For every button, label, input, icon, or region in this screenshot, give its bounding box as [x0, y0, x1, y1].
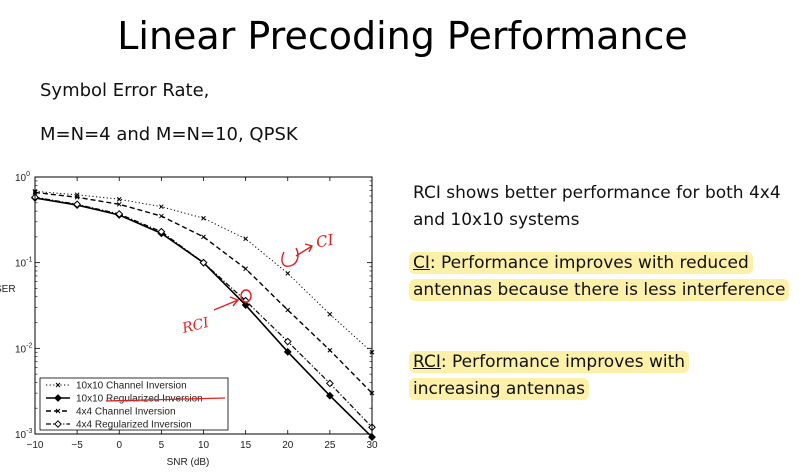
point-marker-x [159, 204, 164, 210]
legend-label: 10x10 Regularized Inversion [76, 394, 203, 405]
legend-entry: 10x10 Regularized Inversion [46, 394, 203, 405]
series-4 [31, 193, 376, 432]
legend-entry: 4x4 Channel Inversion [46, 407, 176, 418]
x-tick-label: −5 [71, 440, 83, 451]
point-marker-x [74, 194, 80, 200]
x-tick-label: 15 [240, 440, 252, 451]
legend-box [39, 377, 229, 431]
point-marker-open-diamond [73, 200, 82, 209]
point-marker-x [285, 271, 291, 276]
rci-circle [240, 289, 252, 303]
ci-note: CI: Performance improves with reduced an… [409, 250, 804, 304]
point-marker-x [285, 307, 291, 313]
point-marker-open-diamond [54, 420, 62, 428]
series-layer [31, 188, 376, 442]
ser-chart: −10 −5 0 5 10 15 20 25 30 100 10-1 10-2 10-3 SNR (dB… [0, 171, 378, 468]
x-tick-label: 0 [116, 440, 122, 451]
ci-arrow [295, 243, 314, 257]
plot-frame [34, 176, 373, 435]
point-marker-filled-diamond [368, 433, 376, 442]
point-marker-x [201, 215, 206, 221]
rci-arrow [213, 296, 240, 311]
point-marker-filled-diamond [325, 391, 334, 400]
rci-annotation-label: RCI [180, 315, 211, 337]
point-marker-x [55, 382, 61, 388]
point-marker-x [116, 201, 122, 207]
legend-label: 10x10 Channel Inversion [76, 381, 187, 392]
summary-note: RCI shows better performance for both 4x… [413, 183, 781, 230]
legend-label: 4x4 Channel Inversion [76, 407, 176, 418]
rci-note-text: : Performance improves with increasing a… [413, 352, 686, 399]
point-marker-open-diamond [241, 296, 250, 305]
point-marker-x [201, 234, 206, 240]
legend-entry: 4x4 Regularized Inversion [46, 420, 192, 431]
x-tick-label: 20 [282, 440, 294, 451]
rci-note-label: RCI [413, 352, 441, 372]
ci-annotation-label: CI [315, 230, 336, 251]
y-tick-label: 10-2 [15, 342, 32, 355]
point-marker-open-diamond [199, 258, 208, 267]
point-marker-x [327, 347, 333, 353]
series-3 [32, 190, 375, 396]
point-marker-x [116, 196, 122, 202]
x-tick-label: 25 [324, 440, 336, 451]
y-tick-label: 10-3 [15, 428, 32, 441]
rci-underline-mark [105, 397, 226, 402]
ci-note-text: : Performance improves with reduced ante… [413, 253, 786, 300]
x-axis-label: SNR (dB) [167, 457, 210, 468]
subtitle-line-1: Symbol Error Rate, [40, 80, 210, 101]
point-marker-open-diamond [115, 210, 124, 218]
legend-label: 4x4 Regularized Inversion [76, 420, 192, 431]
ci-note-label: CI [413, 253, 430, 273]
y-tick-label: 10-1 [15, 257, 32, 270]
point-marker-x [243, 266, 248, 272]
legend-entry: 10x10 Channel Inversion [46, 381, 187, 392]
y-tick-label: 100 [15, 171, 30, 184]
x-tick-label: 10 [198, 440, 210, 451]
point-marker-x [55, 408, 61, 414]
point-marker-open-diamond [325, 379, 334, 388]
point-marker-x [159, 213, 164, 219]
point-marker-open-diamond [283, 337, 292, 346]
slide-title: Linear Precoding Performance [117, 14, 688, 58]
legend: 10x10 Channel Inversion 10x10 Regularized… [39, 377, 229, 431]
point-marker-open-diamond [157, 227, 166, 236]
point-marker-filled-diamond [241, 301, 250, 309]
x-tick-label: 30 [366, 440, 378, 451]
x-tick-label: −10 [27, 440, 44, 451]
subtitle-line-2: M=N=4 and M=N=10, QPSK [40, 124, 298, 145]
series-line [34, 191, 373, 394]
point-marker-filled-diamond [54, 394, 62, 402]
rci-annotation [213, 289, 252, 311]
point-marker-x [327, 311, 333, 317]
rci-note: RCI: Performance improves with increasin… [409, 349, 739, 403]
point-marker-x [243, 236, 248, 242]
ci-circle [281, 247, 299, 267]
ci-annotation [281, 243, 314, 267]
y-axis-label: SER [0, 284, 16, 295]
point-marker-filled-diamond [283, 347, 292, 356]
x-tick-label: 5 [159, 440, 165, 451]
